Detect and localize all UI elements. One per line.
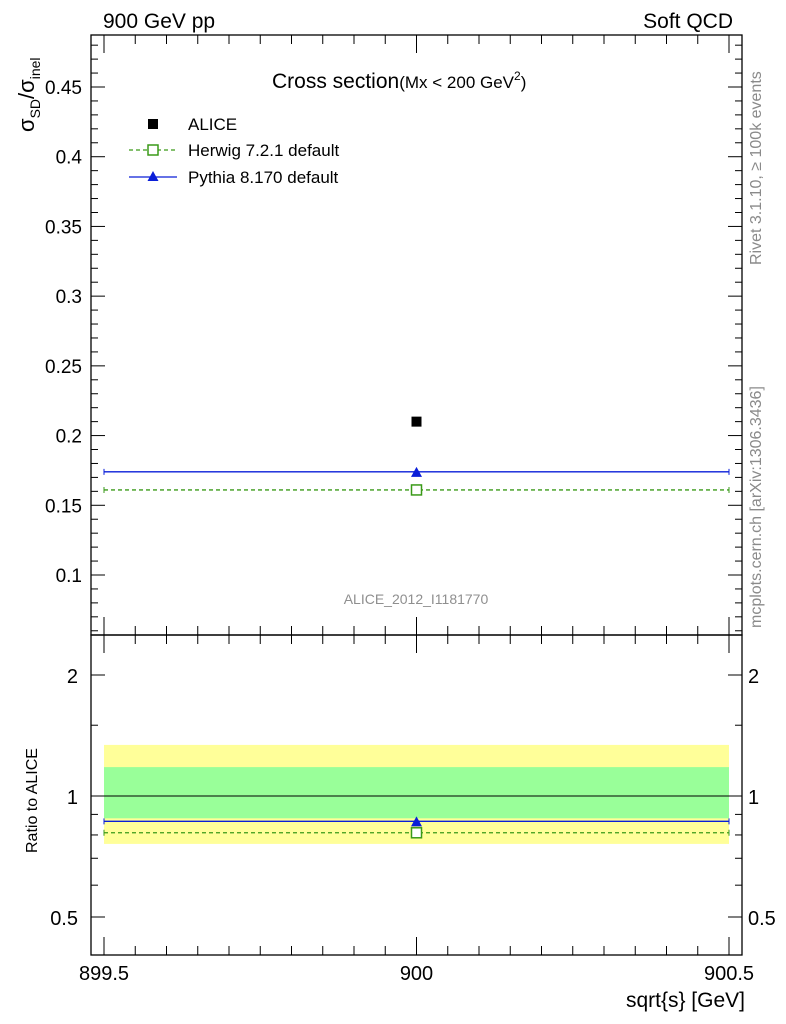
ratio-y-label: Ratio to ALICE <box>24 748 41 853</box>
main-title: Cross section(Mx < 200 GeV2) <box>272 69 526 93</box>
ratio-ytick-label-right: 2 <box>748 666 759 688</box>
legend-pythia-label: Pythia 8.170 default <box>188 168 339 187</box>
main-ytick-label: 0.35 <box>45 217 82 238</box>
ratio-ytick-label: 1 <box>67 787 78 809</box>
main-y-label: σSD/σinel <box>14 57 43 132</box>
legend-entry-herwig: Herwig 7.2.1 default <box>129 141 339 160</box>
ratio-band-inner <box>104 767 729 819</box>
legend-pythia-marker <box>147 171 159 181</box>
ratio-ytick-label: 2 <box>67 666 78 688</box>
analysis-tag: ALICE_2012_I1181770 <box>344 591 489 607</box>
legend-entry-alice: ALICE <box>148 115 237 134</box>
main-ytick-label: 0.2 <box>56 427 82 448</box>
ratio-pythia-point <box>411 816 422 827</box>
xtick-label: 900.5 <box>704 963 754 985</box>
legend-alice-marker <box>148 119 158 129</box>
main-pythia-point <box>411 466 422 477</box>
axis-ticks: 0.1 0.15 0.2 0.25 0.3 0.35 0.4 0.45 0.5 0.5 1 1 2 2 89… <box>45 35 776 985</box>
legend-entry-pythia: Pythia 8.170 default <box>129 168 339 187</box>
main-ytick-label: 0.4 <box>56 148 83 169</box>
rivet-label: Rivet 3.1.10, ≥ 100k events <box>748 71 765 265</box>
legend-herwig-marker <box>147 144 159 156</box>
chart-marks <box>103 416 730 839</box>
ratio-ytick-label-right: 1 <box>748 787 759 809</box>
main-ytick-label: 0.3 <box>56 287 82 308</box>
xtick-label: 899.5 <box>79 963 129 985</box>
main-alice-point <box>411 416 422 427</box>
ratio-ytick-label: 0.5 <box>50 908 78 930</box>
legend: ALICE Herwig 7.2.1 default Pythia 8.170 … <box>129 115 339 187</box>
header-left: 900 GeV pp <box>103 10 215 33</box>
ratio-herwig-point <box>410 827 423 839</box>
main-ytick-label: 0.15 <box>45 496 82 517</box>
mcplots-label: mcplots.cern.ch [arXiv:1306.3436] <box>748 386 765 628</box>
xtick-label: 900 <box>400 963 433 985</box>
main-herwig-point <box>410 484 423 496</box>
ratio-ytick-label-right: 0.5 <box>748 908 776 930</box>
main-ytick-label: 0.45 <box>45 78 82 99</box>
legend-alice-label: ALICE <box>188 115 237 134</box>
main-ytick-label: 0.1 <box>56 566 82 587</box>
header-right: Soft QCD <box>643 10 733 33</box>
x-axis-label: sqrt{s} [GeV] <box>626 989 745 1012</box>
main-ytick-label: 0.25 <box>45 357 82 378</box>
legend-herwig-label: Herwig 7.2.1 default <box>188 141 339 160</box>
